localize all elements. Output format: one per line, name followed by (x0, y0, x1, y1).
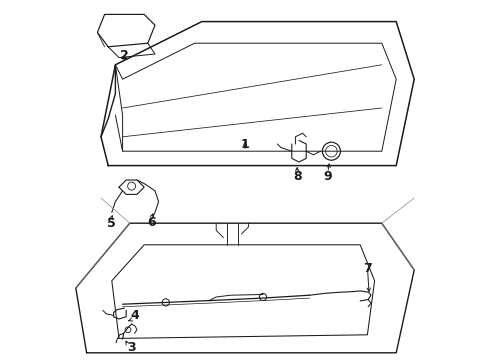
Text: 4: 4 (131, 309, 140, 322)
Text: 7: 7 (363, 262, 372, 275)
Text: 5: 5 (107, 217, 116, 230)
Text: 9: 9 (323, 170, 332, 183)
Text: 2: 2 (120, 49, 129, 62)
Text: 8: 8 (293, 170, 301, 183)
Text: 1: 1 (241, 138, 249, 150)
Text: 6: 6 (147, 216, 156, 229)
Text: 3: 3 (127, 341, 136, 354)
